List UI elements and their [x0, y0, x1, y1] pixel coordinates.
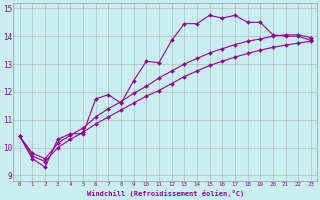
X-axis label: Windchill (Refroidissement éolien,°C): Windchill (Refroidissement éolien,°C)	[87, 190, 244, 197]
